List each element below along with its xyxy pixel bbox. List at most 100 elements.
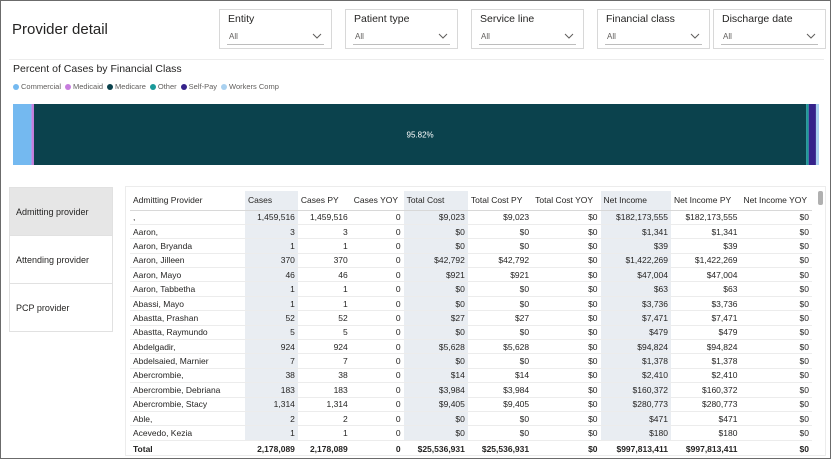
legend-item[interactable]: Medicare [107, 82, 146, 91]
table-cell: 7 [245, 353, 298, 369]
total-cell: $0 [532, 439, 601, 457]
bar-segment-medicare[interactable] [33, 104, 807, 165]
table-row[interactable]: Acevedo, Kezia 1 1 0 $0 $0 $0 $180 $180 $0 [130, 425, 812, 441]
slicer-dropdown[interactable]: All [479, 30, 576, 45]
table-cell: $9,023 [403, 210, 468, 225]
table-row[interactable]: Abercrombie, Stacy 1,314 1,314 0 $9,405 $9,40… [130, 397, 812, 412]
table-cell: $0 [403, 325, 468, 341]
table-cell: 46 [245, 267, 298, 283]
bar-segment-medicaid[interactable] [31, 104, 34, 165]
table-cell: $1,422,269 [600, 253, 671, 269]
column-header[interactable]: Net Income YOY [740, 191, 812, 211]
column-header[interactable]: Total Cost YOY [532, 191, 601, 211]
table-row[interactable]: Abassi, Mayo 1 1 0 $0 $0 $0 $3,736 $3,736 $0 [130, 296, 812, 312]
slicer-dropdown[interactable]: All [721, 30, 818, 45]
bar-segment-commercial[interactable] [13, 104, 32, 165]
table-row[interactable]: Aaron, Bryanda 1 1 0 $0 $0 $0 $39 $39 $0 [130, 238, 812, 254]
table-row[interactable]: Aaron, Tabbetha 1 1 0 $0 $0 $0 $63 $63 $0 [130, 281, 812, 297]
column-header[interactable]: Total Cost [403, 191, 468, 211]
table-cell: $7,471 [600, 310, 671, 326]
table-cell: $1,378 [671, 353, 741, 369]
legend-item[interactable]: Self-Pay [180, 82, 217, 91]
provider-name-cell: Abastta, Prashan [130, 310, 246, 326]
stacked-bar[interactable]: 95.82% [13, 104, 819, 165]
table-cell: $0 [467, 425, 533, 441]
slicer-entity: Entity All [219, 9, 332, 49]
table-cell: $160,372 [600, 382, 671, 398]
table-cell: $27 [403, 310, 468, 326]
table-cell: 1 [297, 296, 351, 312]
column-header[interactable]: Net Income [600, 191, 671, 211]
table-cell: 46 [297, 267, 351, 283]
legend-item[interactable]: Medicaid [65, 82, 103, 91]
table-cell: $0 [740, 368, 812, 384]
nav-pcp-provider[interactable]: PCP provider [16, 303, 70, 313]
table-scrollbar[interactable] [818, 191, 823, 205]
table-cell: $14 [403, 368, 468, 384]
table-cell: $0 [740, 267, 812, 283]
table-row[interactable]: Abercrombie, 38 38 0 $14 $14 $0 $2,410 $2,410 $0 [130, 368, 812, 384]
table-cell: $0 [740, 339, 812, 355]
slicer-value: All [481, 32, 490, 41]
table-cell: $182,173,555 [600, 210, 671, 225]
table-cell: $0 [467, 224, 533, 240]
column-header[interactable]: Cases YOY [350, 191, 404, 211]
nav-admitting-provider[interactable]: Admitting provider [10, 188, 112, 236]
table-row[interactable]: Abdelgadir, 924 924 0 $5,628 $5,628 $0 $94,824 $… [130, 339, 812, 355]
provider-table: Admitting Provider Cases Cases PY Cases YOY… [130, 191, 812, 457]
table-cell: $0 [403, 238, 468, 254]
table-cell: $1,422,269 [671, 253, 741, 269]
table-row[interactable]: Abastta, Prashan 52 52 0 $27 $27 $0 $7,471 $7,47… [130, 310, 812, 326]
table-cell: 1,459,516 [245, 210, 298, 225]
table-cell: 1 [245, 296, 298, 312]
table-row[interactable]: Aaron, 3 3 0 $0 $0 $0 $1,341 $1,341 $0 [130, 224, 812, 240]
nav-attending-provider[interactable]: Attending provider [10, 236, 112, 284]
table-cell: 2 [297, 411, 351, 427]
table-cell: 370 [245, 253, 298, 269]
column-header[interactable]: Cases [245, 191, 298, 211]
table-row[interactable]: Abercrombie, Debriana 183 183 0 $3,984 $3,984… [130, 382, 812, 398]
legend-item[interactable]: Commercial [13, 82, 61, 91]
table-row[interactable]: Able, 2 2 0 $0 $0 $0 $471 $471 $0 [130, 411, 812, 427]
column-header[interactable]: Cases PY [297, 191, 351, 211]
table-total-row: Total 2,178,089 2,178,089 0 $25,536,931 $25,5… [130, 439, 812, 457]
table-cell: $0 [403, 281, 468, 297]
table-cell: 2 [245, 411, 298, 427]
table-row[interactable]: , 1,459,516 1,459,516 0 $9,023 $9,023 $0 $182,1… [130, 210, 812, 225]
table-cell: $0 [532, 382, 601, 398]
slicer-dropdown[interactable]: All [353, 30, 450, 45]
column-header[interactable]: Admitting Provider [130, 191, 246, 211]
table-cell: $0 [532, 411, 601, 427]
table-cell: $9,405 [403, 397, 468, 412]
slicer-patient-type: Patient type All [345, 9, 458, 49]
legend-marker [13, 83, 19, 90]
table-cell: $0 [403, 224, 468, 240]
table-cell: $1,341 [671, 224, 741, 240]
table-cell: 0 [350, 353, 404, 369]
table-cell: 0 [350, 296, 404, 312]
bar-segment-self-pay[interactable] [808, 104, 816, 165]
bar-segment-workers-comp[interactable] [815, 104, 819, 165]
slicer-dropdown[interactable]: All [227, 30, 324, 45]
table-cell: $0 [740, 238, 812, 254]
table-cell: 0 [350, 253, 404, 269]
table-row[interactable]: Abastta, Raymundo 5 5 0 $0 $0 $0 $479 $479 $0 [130, 325, 812, 341]
table-cell: $39 [671, 238, 741, 254]
column-header[interactable]: Net Income PY [671, 191, 741, 211]
table-row[interactable]: Aaron, Jilleen 370 370 0 $42,792 $42,792 $0 $1,… [130, 253, 812, 269]
legend-item[interactable]: Workers Comp [221, 82, 279, 91]
table-row[interactable]: Aaron, Mayo 46 46 0 $921 $921 $0 $47,004 $47,004… [130, 267, 812, 283]
legend-item[interactable]: Other [149, 82, 177, 91]
table-cell: $0 [532, 353, 601, 369]
table-cell: $471 [600, 411, 671, 427]
bar-segment-other[interactable] [806, 104, 809, 165]
table-cell: $3,736 [671, 296, 741, 312]
legend-label: Other [157, 82, 177, 91]
table-cell: $63 [671, 281, 741, 297]
column-header[interactable]: Total Cost PY [467, 191, 533, 211]
table-cell: $0 [467, 296, 533, 312]
provider-name-cell: Aaron, Tabbetha [130, 281, 246, 297]
table-row[interactable]: Abdelsaied, Marnier 7 7 0 $0 $0 $0 $1,378 $1,378… [130, 353, 812, 369]
slicer-dropdown[interactable]: All [605, 30, 702, 45]
table-cell: $0 [532, 253, 601, 269]
